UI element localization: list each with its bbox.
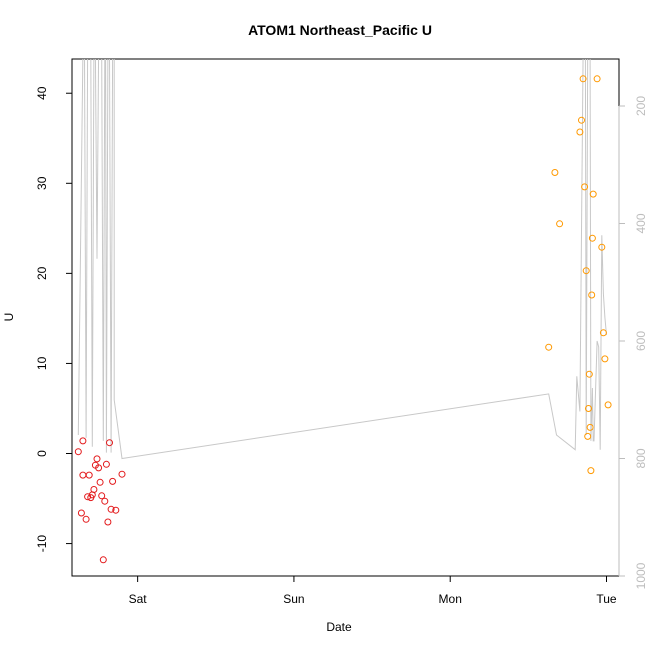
data-point xyxy=(556,220,564,228)
y-tick-label: 30 xyxy=(35,176,49,190)
data-point xyxy=(593,75,601,83)
y2-tick-label: 1000 xyxy=(634,562,648,589)
data-point xyxy=(82,515,90,523)
secondary-y-axis: 200 400 600 800 1000 xyxy=(618,96,648,589)
data-point xyxy=(604,401,612,409)
data-point xyxy=(112,506,120,514)
data-point xyxy=(601,355,609,363)
data-point xyxy=(107,505,115,513)
y2-tick-label: 200 xyxy=(634,96,648,116)
y-tick-label: -10 xyxy=(35,535,49,553)
data-point xyxy=(545,343,553,351)
y-axis: -10 0 10 20 30 40 xyxy=(35,86,73,553)
data-point xyxy=(551,169,559,176)
x-tick-label: Sun xyxy=(283,592,304,606)
y2-tick-label: 800 xyxy=(634,448,648,468)
data-point xyxy=(101,497,109,505)
data-point xyxy=(589,190,597,198)
data-point xyxy=(118,470,126,478)
data-point xyxy=(578,116,585,124)
x-axis-label: Date xyxy=(326,620,352,634)
data-point xyxy=(582,267,590,275)
data-point xyxy=(85,471,93,479)
data-point xyxy=(576,128,584,136)
data-point xyxy=(99,556,107,564)
data-point xyxy=(84,493,92,501)
y-axis-label: U xyxy=(2,313,16,322)
gray-series-line xyxy=(77,59,607,460)
chart-title: ATOM1 Northeast_Pacific U xyxy=(248,22,432,38)
data-point xyxy=(93,455,101,463)
data-point xyxy=(585,405,592,412)
data-point xyxy=(79,471,87,479)
data-point xyxy=(96,478,104,486)
data-point xyxy=(588,234,596,242)
plot-frame xyxy=(71,58,620,577)
data-point xyxy=(77,509,85,517)
data-point xyxy=(586,423,594,431)
y-tick-label: 40 xyxy=(35,86,49,100)
data-point xyxy=(598,243,606,251)
data-point xyxy=(95,464,103,472)
x-tick-label: Tue xyxy=(596,592,617,606)
data-point xyxy=(106,439,113,447)
y-tick-label: 10 xyxy=(35,356,49,370)
data-point xyxy=(599,329,607,337)
data-point xyxy=(104,518,112,526)
points-layer xyxy=(74,75,612,564)
x-axis: Sat Sun Mon Tue xyxy=(129,575,617,606)
data-point xyxy=(579,75,587,83)
data-point xyxy=(90,486,98,493)
data-point xyxy=(79,437,87,445)
gray-series-layer xyxy=(77,59,607,460)
x-tick-label: Sat xyxy=(129,592,148,606)
data-point xyxy=(585,370,593,378)
y-tick-label: 0 xyxy=(35,450,49,457)
data-point xyxy=(98,492,106,500)
y-tick-label: 20 xyxy=(35,266,49,280)
y2-tick-label: 400 xyxy=(634,213,648,233)
data-point xyxy=(102,460,110,468)
data-point xyxy=(584,432,592,440)
data-point xyxy=(587,467,595,475)
data-point xyxy=(109,477,117,485)
data-point xyxy=(74,448,82,456)
data-point xyxy=(581,183,589,191)
y2-tick-label: 600 xyxy=(634,331,648,351)
x-tick-label: Mon xyxy=(439,592,462,606)
data-point xyxy=(588,291,596,299)
